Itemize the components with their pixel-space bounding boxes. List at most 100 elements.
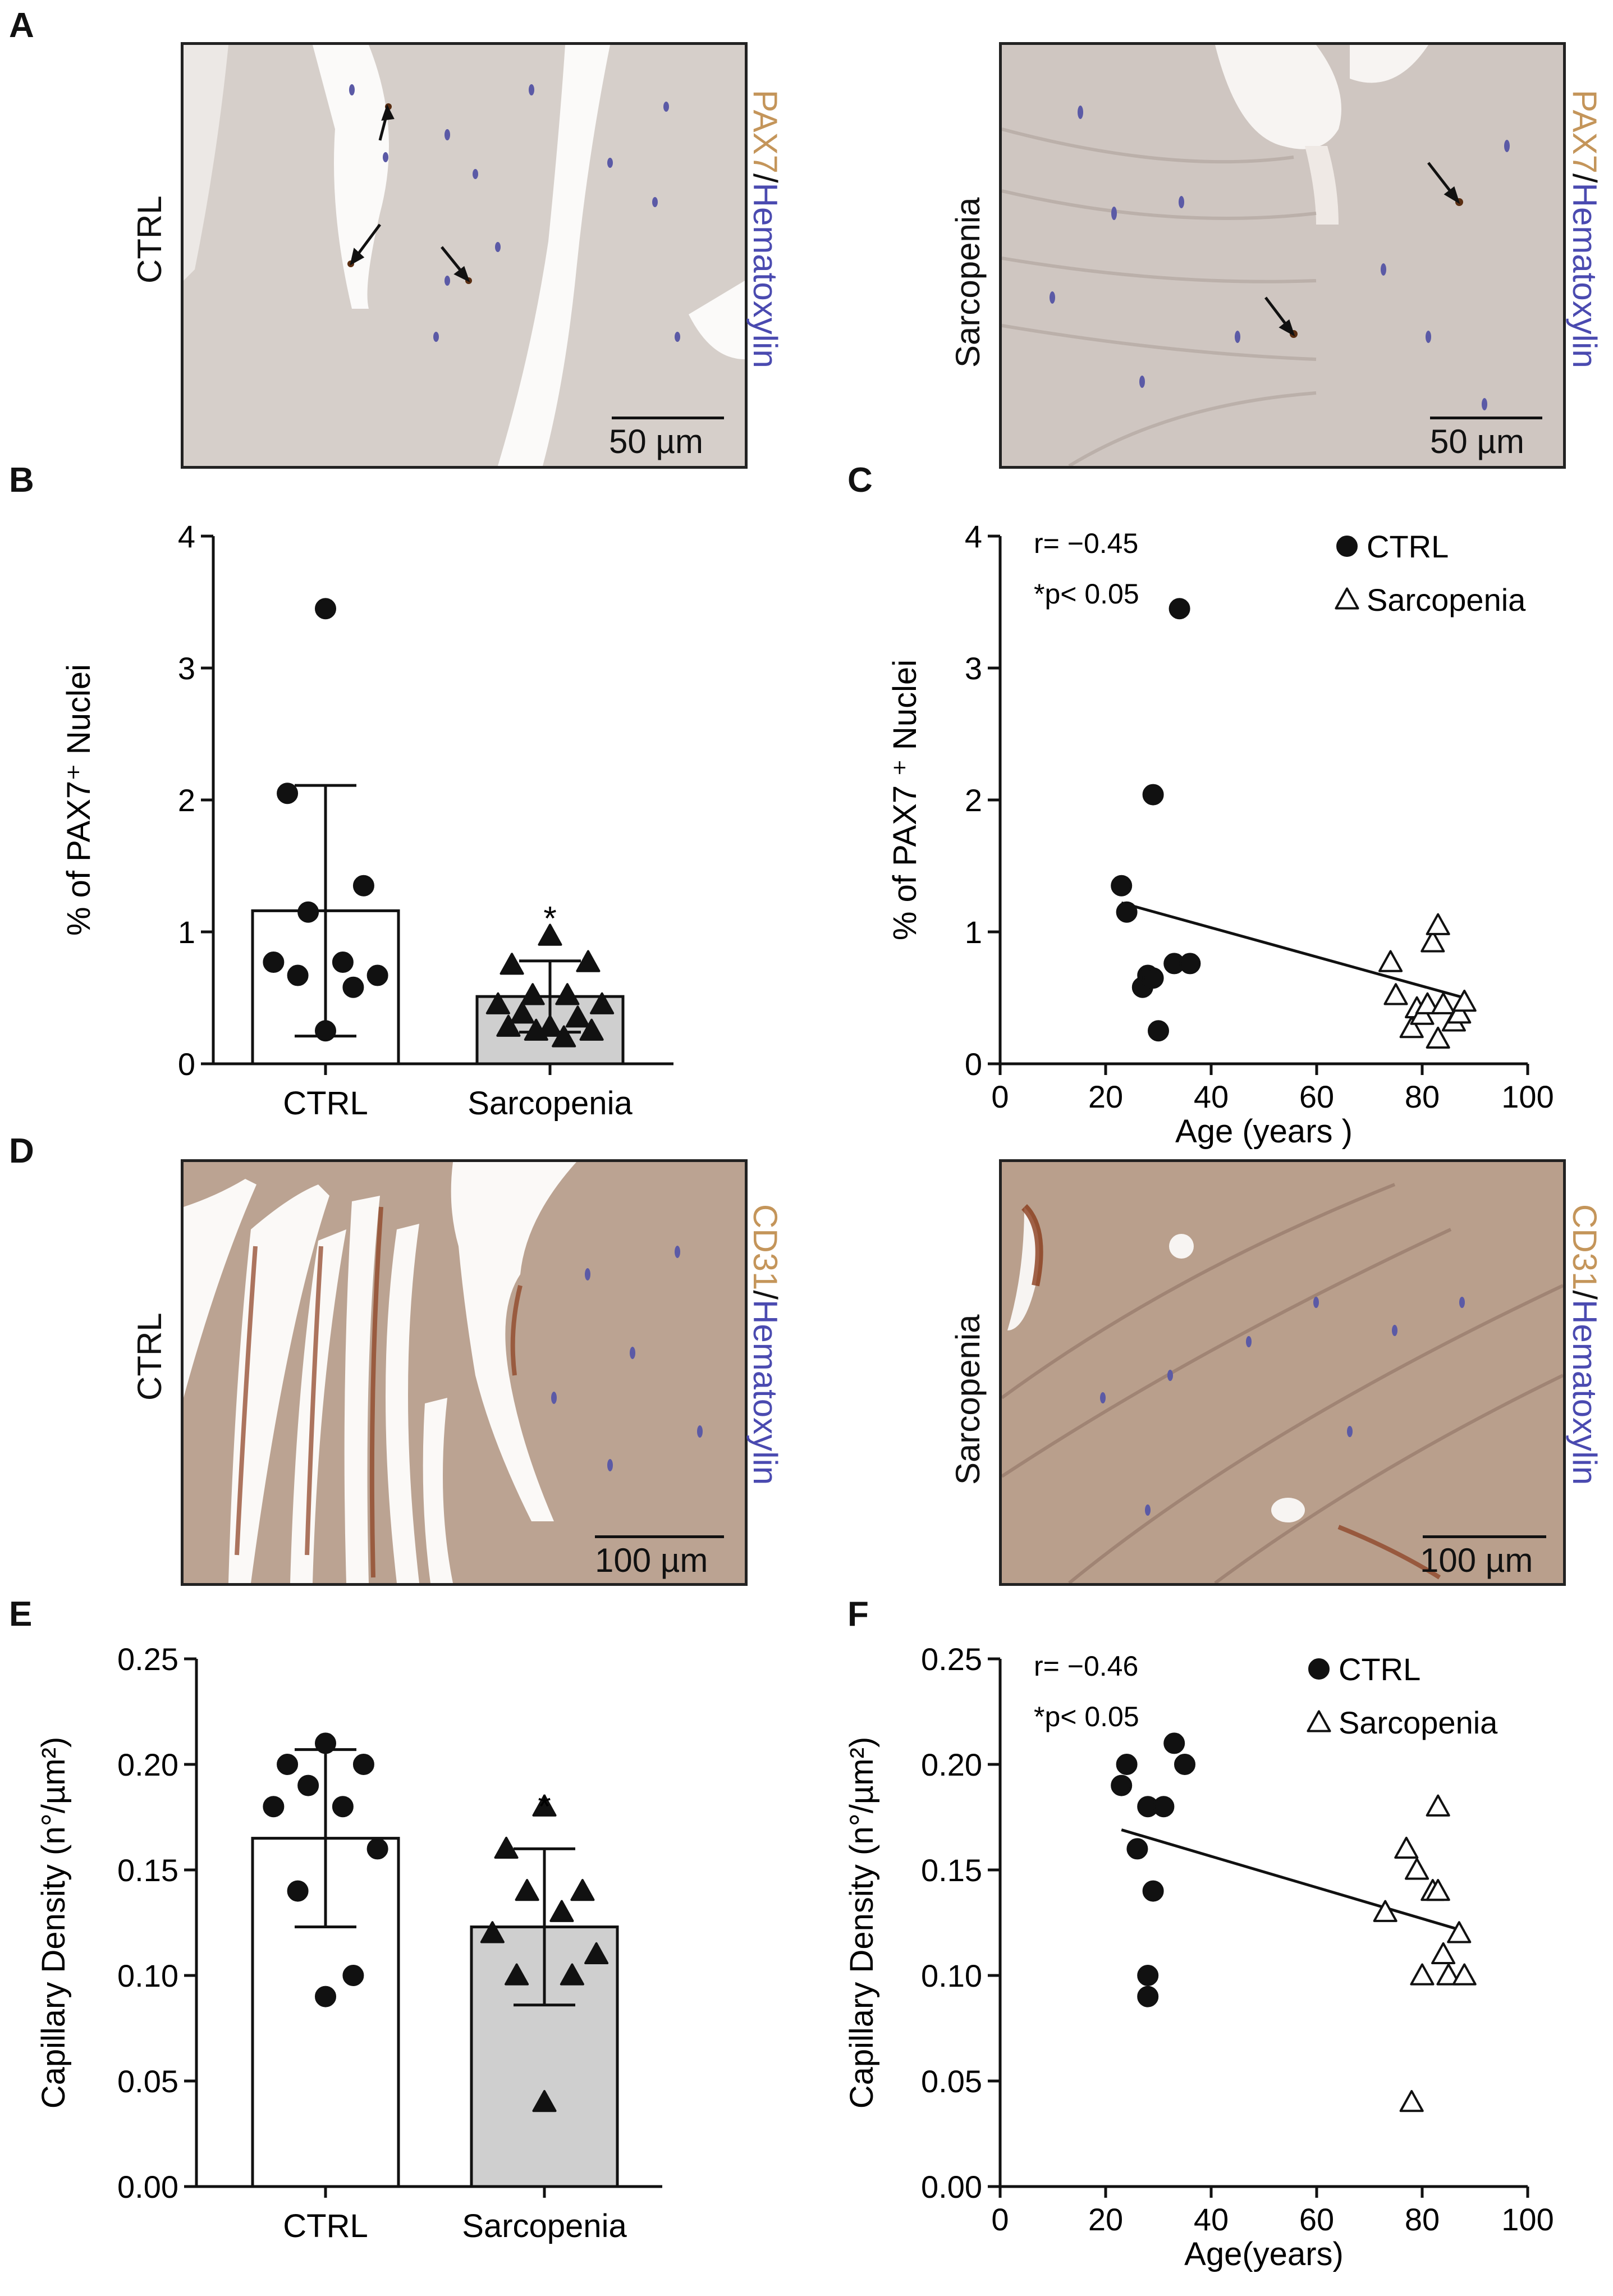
data-point bbox=[480, 1921, 505, 1943]
y-axis-label: % of PAX7⁺ Nuclei bbox=[61, 664, 97, 936]
y-tick-label: 0.05 bbox=[117, 2064, 178, 2099]
x-tick-label: Sarcopenia bbox=[462, 2208, 627, 2244]
scale-bar-a-sarcopenia bbox=[1430, 417, 1542, 419]
data-point bbox=[538, 1014, 562, 1037]
x-tick-label: 60 bbox=[1299, 2202, 1334, 2237]
chart-c: 0 1 2 3 4 % of PAX7 ⁺ Nuclei 0 20 40 60 80 100 Age (… bbox=[887, 519, 1554, 1150]
y-tick-label: 4 bbox=[178, 519, 195, 554]
panel-letter-a: A bbox=[9, 6, 34, 45]
data-point bbox=[494, 1836, 519, 1859]
stain-separator: / bbox=[746, 173, 784, 183]
data-point bbox=[297, 1774, 319, 1796]
stain-marker: CD31 bbox=[746, 1204, 784, 1291]
stat-annotation: *p< 0.05 bbox=[1034, 1701, 1139, 1732]
stain-separator: / bbox=[1566, 173, 1603, 183]
y-tick-label: 2 bbox=[178, 783, 195, 818]
data-point bbox=[277, 1754, 299, 1775]
y-tick-label: 0.00 bbox=[921, 2169, 982, 2204]
panel-letter-f: F bbox=[847, 1595, 869, 1634]
data-point-sarcopenia bbox=[1426, 1794, 1450, 1817]
y-tick-label: 0.15 bbox=[921, 1853, 982, 1888]
stat-annotation: *p< 0.05 bbox=[1034, 578, 1139, 610]
data-point-ctrl bbox=[1116, 1754, 1138, 1775]
regression-line bbox=[1121, 901, 1465, 999]
data-point bbox=[287, 964, 309, 986]
data-point bbox=[532, 2090, 557, 2112]
data-point bbox=[332, 952, 354, 973]
x-axis-label: Age(years) bbox=[1184, 2236, 1344, 2272]
data-point-ctrl bbox=[1116, 901, 1138, 923]
data-point bbox=[485, 992, 510, 1014]
y-tick-label: 2 bbox=[965, 783, 982, 818]
data-point-sarcopenia bbox=[1383, 983, 1408, 1005]
significance-mark: * bbox=[538, 1787, 551, 1825]
y-tick-label: 3 bbox=[178, 651, 195, 686]
data-point bbox=[297, 901, 319, 923]
chart-f: 0.00 0.05 0.10 0.15 0.20 0.25 Capillary Densit… bbox=[844, 1641, 1554, 2272]
data-point bbox=[520, 983, 545, 1005]
data-point-sarcopenia bbox=[1405, 1858, 1429, 1880]
stat-annotation: r= −0.46 bbox=[1034, 1650, 1138, 1682]
data-point bbox=[332, 1796, 354, 1818]
data-point bbox=[315, 1020, 336, 1042]
stain-marker: PAX7 bbox=[746, 90, 784, 173]
x-tick-label: 0 bbox=[991, 1079, 1009, 1114]
micrograph-d-ctrl-label: CTRL bbox=[131, 1312, 168, 1401]
tissue-texture bbox=[184, 45, 745, 466]
panel-letter-b: B bbox=[9, 461, 34, 500]
data-point-sarcopenia bbox=[1420, 930, 1445, 953]
data-point bbox=[590, 992, 615, 1014]
data-point bbox=[263, 952, 285, 973]
y-tick-label: 0.25 bbox=[117, 1641, 178, 1677]
data-point bbox=[315, 1986, 336, 2007]
x-tick-label: 20 bbox=[1088, 1079, 1123, 1114]
legend-label: Sarcopenia bbox=[1367, 582, 1526, 618]
data-point-sarcopenia bbox=[1399, 1016, 1424, 1039]
stain-separator: / bbox=[746, 1290, 784, 1300]
data-point-sarcopenia bbox=[1436, 1963, 1461, 1986]
data-point bbox=[366, 964, 388, 986]
data-point-sarcopenia bbox=[1447, 1001, 1472, 1024]
data-point bbox=[515, 1879, 539, 1901]
panel-letter-d: D bbox=[9, 1132, 34, 1170]
x-tick-label: 40 bbox=[1194, 1079, 1229, 1114]
chart-e: 0.00 0.05 0.10 0.15 0.20 0.25 Capillary Densit… bbox=[35, 1641, 662, 2244]
scale-label-d-ctrl: 100 µm bbox=[595, 1542, 708, 1579]
micrograph-a-ctrl-stain: PAX7/Hematoxylin bbox=[746, 90, 785, 368]
data-point-sarcopenia bbox=[1394, 1836, 1419, 1859]
x-tick-label: 40 bbox=[1194, 2202, 1229, 2237]
micrograph-a-sarcopenia bbox=[999, 42, 1566, 469]
legend-marker bbox=[1308, 1658, 1330, 1680]
stain-counter: Hematoxylin bbox=[1566, 182, 1603, 368]
micrograph-a-sarcopenia-stain: PAX7/Hematoxylin bbox=[1565, 90, 1604, 368]
data-point-ctrl bbox=[1111, 875, 1133, 897]
data-point-ctrl bbox=[1137, 1965, 1159, 1986]
x-tick-label: 80 bbox=[1405, 1079, 1440, 1114]
regression-line bbox=[1121, 1828, 1465, 1933]
y-tick-label: 0.15 bbox=[117, 1853, 178, 1888]
micrograph-d-sarcopenia bbox=[999, 1159, 1566, 1586]
y-tick-label: 1 bbox=[178, 914, 195, 950]
data-point bbox=[315, 1732, 336, 1754]
y-tick-label: 0.10 bbox=[117, 1958, 178, 1993]
legend-label: CTRL bbox=[1339, 1652, 1420, 1687]
data-point-ctrl bbox=[1111, 1774, 1133, 1796]
data-point-ctrl bbox=[1163, 1732, 1185, 1754]
data-point-sarcopenia bbox=[1399, 2090, 1424, 2112]
data-point bbox=[552, 1025, 576, 1048]
data-point bbox=[366, 1838, 388, 1860]
data-point-sarcopenia bbox=[1373, 1900, 1397, 1922]
stat-annotation: r= −0.45 bbox=[1034, 528, 1138, 559]
data-point bbox=[560, 1963, 584, 1986]
stain-marker: CD31 bbox=[1566, 1204, 1603, 1291]
x-tick-label: 60 bbox=[1299, 1079, 1334, 1114]
micrograph-d-sarcopenia-stain: CD31/Hematoxylin bbox=[1565, 1204, 1604, 1485]
legend-label: CTRL bbox=[1367, 529, 1449, 564]
data-point-ctrl bbox=[1179, 953, 1201, 975]
data-point-ctrl bbox=[1126, 1838, 1148, 1860]
micrograph-d-ctrl bbox=[181, 1159, 748, 1586]
data-point-sarcopenia bbox=[1426, 1879, 1450, 1901]
micrograph-a-ctrl bbox=[181, 42, 748, 469]
y-tick-label: 3 bbox=[965, 651, 982, 686]
y-tick-label: 0.20 bbox=[117, 1747, 178, 1782]
